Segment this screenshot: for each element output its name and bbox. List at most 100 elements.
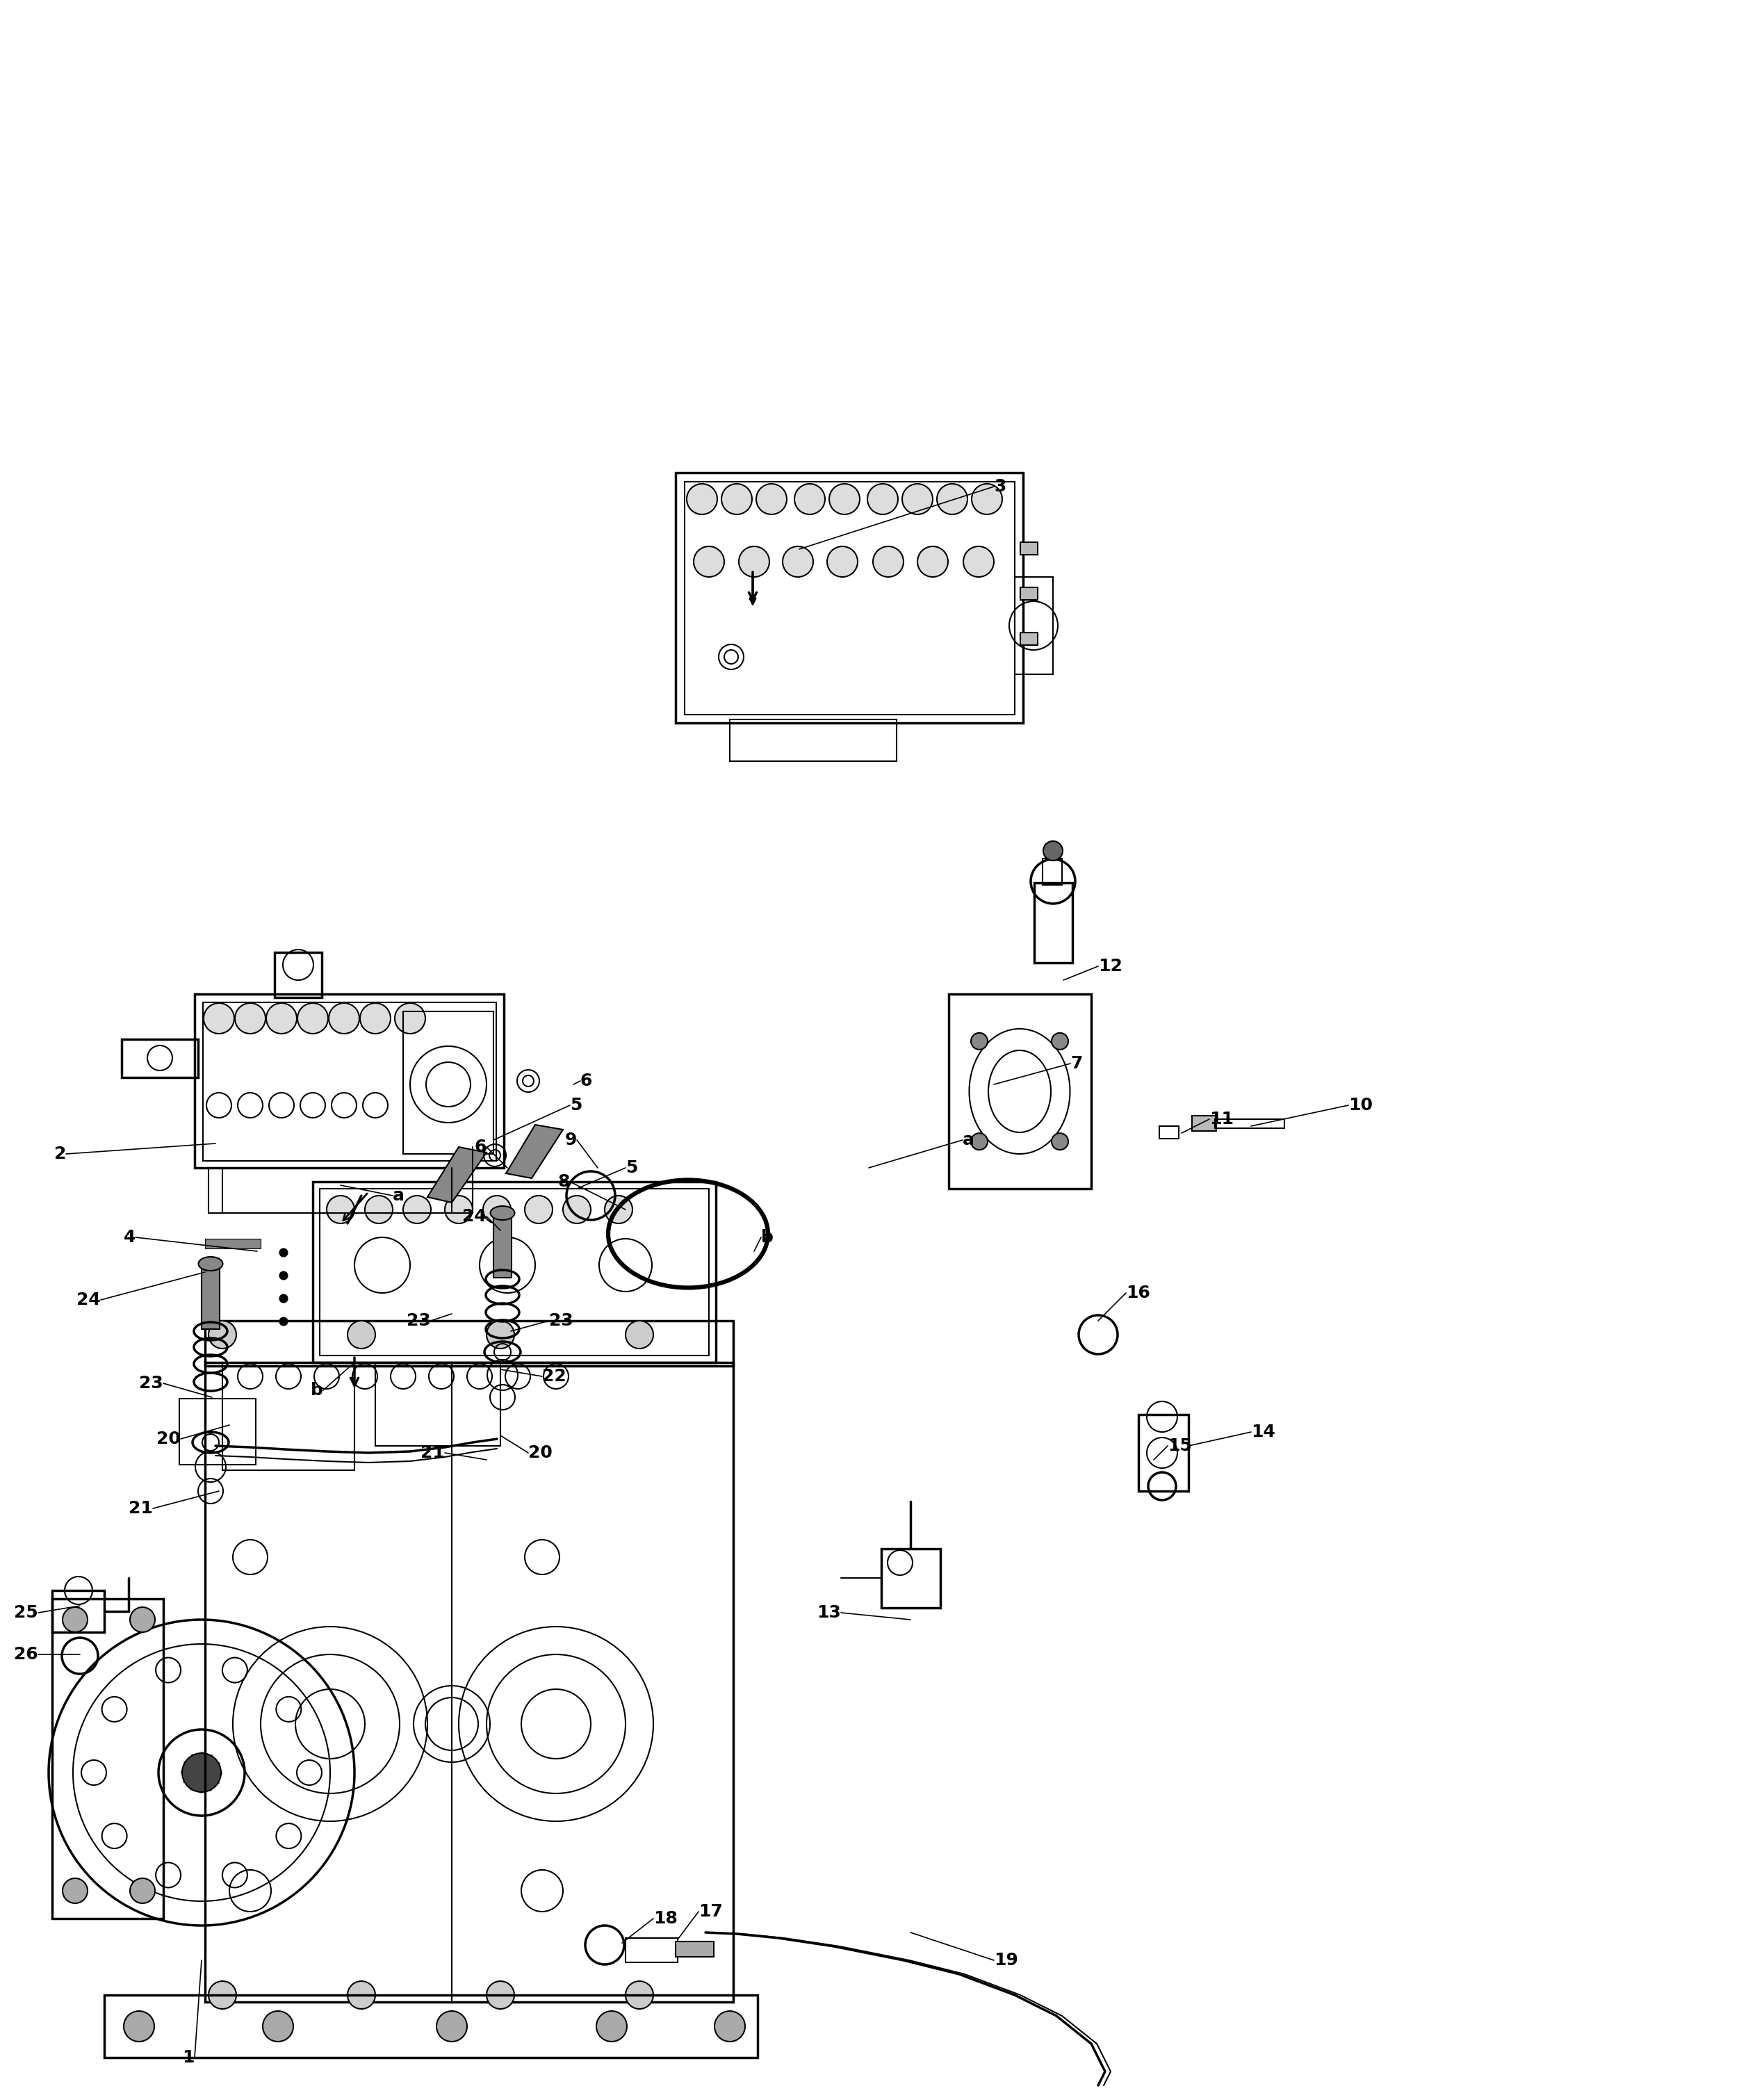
Circle shape bbox=[205, 1004, 234, 1033]
Text: b: b bbox=[760, 1228, 773, 1245]
Circle shape bbox=[1052, 1134, 1068, 1151]
Circle shape bbox=[902, 483, 933, 514]
Polygon shape bbox=[505, 1126, 563, 1178]
Circle shape bbox=[963, 546, 995, 578]
Bar bbox=[194, 993, 503, 1168]
Bar bbox=[675, 1943, 713, 1957]
Bar bbox=[320, 1189, 710, 1355]
Text: 12: 12 bbox=[1098, 958, 1122, 974]
Bar bbox=[729, 720, 897, 760]
Circle shape bbox=[970, 1134, 988, 1151]
Bar bbox=[208, 1168, 472, 1214]
Text: 11: 11 bbox=[1210, 1111, 1234, 1128]
Circle shape bbox=[739, 546, 769, 578]
Circle shape bbox=[918, 546, 947, 578]
Bar bbox=[493, 1216, 512, 1277]
Circle shape bbox=[280, 1294, 288, 1302]
Bar bbox=[1021, 542, 1038, 554]
Circle shape bbox=[563, 1195, 591, 1224]
Circle shape bbox=[482, 1195, 510, 1224]
Circle shape bbox=[262, 2012, 294, 2041]
Circle shape bbox=[626, 1980, 654, 2010]
Circle shape bbox=[715, 2012, 745, 2041]
Circle shape bbox=[129, 1606, 156, 1632]
Circle shape bbox=[437, 2012, 467, 2041]
Text: 17: 17 bbox=[699, 1903, 722, 1919]
Bar bbox=[105, 1995, 757, 2058]
Bar bbox=[949, 993, 1091, 1189]
Text: 20: 20 bbox=[528, 1445, 552, 1462]
Bar bbox=[1016, 578, 1052, 674]
Circle shape bbox=[280, 1317, 288, 1325]
Bar bbox=[376, 1363, 500, 1447]
Text: 1: 1 bbox=[182, 2050, 194, 2066]
Circle shape bbox=[360, 1004, 390, 1033]
Bar bbox=[205, 1321, 732, 1365]
Circle shape bbox=[605, 1195, 633, 1224]
Circle shape bbox=[63, 1606, 87, 1632]
Text: a: a bbox=[963, 1132, 974, 1149]
Circle shape bbox=[208, 1980, 236, 2010]
Bar bbox=[1192, 1115, 1217, 1132]
Circle shape bbox=[829, 483, 860, 514]
Circle shape bbox=[970, 1033, 988, 1050]
Circle shape bbox=[280, 1250, 288, 1256]
Circle shape bbox=[783, 546, 813, 578]
Circle shape bbox=[348, 1321, 376, 1348]
Circle shape bbox=[937, 483, 967, 514]
Text: 25: 25 bbox=[14, 1604, 38, 1621]
Circle shape bbox=[486, 1980, 514, 2010]
Circle shape bbox=[972, 483, 1002, 514]
Bar bbox=[274, 951, 322, 998]
Circle shape bbox=[872, 546, 904, 578]
Bar bbox=[52, 1590, 105, 1632]
Text: 5: 5 bbox=[570, 1096, 582, 1113]
Circle shape bbox=[280, 1270, 288, 1279]
Circle shape bbox=[524, 1195, 552, 1224]
Circle shape bbox=[694, 546, 724, 578]
Bar bbox=[205, 1239, 260, 1250]
Text: 9: 9 bbox=[565, 1132, 577, 1149]
Bar bbox=[1215, 1119, 1285, 1128]
Text: 24: 24 bbox=[463, 1208, 486, 1224]
Bar bbox=[685, 481, 1016, 714]
Bar bbox=[404, 1012, 493, 1153]
Bar bbox=[203, 1002, 496, 1161]
Circle shape bbox=[234, 1004, 266, 1033]
Circle shape bbox=[124, 2012, 154, 2041]
Bar bbox=[122, 1040, 198, 1077]
Polygon shape bbox=[428, 1147, 486, 1203]
Text: 13: 13 bbox=[816, 1604, 841, 1621]
Bar bbox=[205, 1363, 732, 2001]
Bar bbox=[180, 1399, 255, 1464]
Text: 6: 6 bbox=[474, 1138, 486, 1155]
Circle shape bbox=[327, 1195, 355, 1224]
Circle shape bbox=[486, 1321, 514, 1348]
Circle shape bbox=[1052, 1033, 1068, 1050]
Bar bbox=[1042, 859, 1063, 884]
Text: 23: 23 bbox=[549, 1312, 573, 1329]
Circle shape bbox=[687, 483, 717, 514]
Bar bbox=[1035, 882, 1073, 962]
Bar bbox=[1159, 1126, 1178, 1138]
Circle shape bbox=[444, 1195, 472, 1224]
Circle shape bbox=[395, 1004, 425, 1033]
Text: 4: 4 bbox=[124, 1228, 136, 1245]
Text: 7: 7 bbox=[1070, 1054, 1082, 1071]
Bar bbox=[313, 1182, 717, 1363]
Text: 19: 19 bbox=[995, 1951, 1017, 1968]
Text: 14: 14 bbox=[1252, 1424, 1276, 1441]
Text: 22: 22 bbox=[542, 1367, 566, 1384]
Ellipse shape bbox=[491, 1205, 514, 1220]
Text: 5: 5 bbox=[626, 1159, 638, 1176]
Circle shape bbox=[208, 1321, 236, 1348]
Text: 18: 18 bbox=[654, 1911, 678, 1928]
Bar bbox=[52, 1598, 163, 1919]
Bar bbox=[201, 1266, 220, 1329]
Circle shape bbox=[1044, 842, 1063, 861]
Circle shape bbox=[794, 483, 825, 514]
Circle shape bbox=[827, 546, 858, 578]
Circle shape bbox=[329, 1004, 360, 1033]
Bar bbox=[675, 473, 1023, 722]
Circle shape bbox=[63, 1877, 87, 1903]
